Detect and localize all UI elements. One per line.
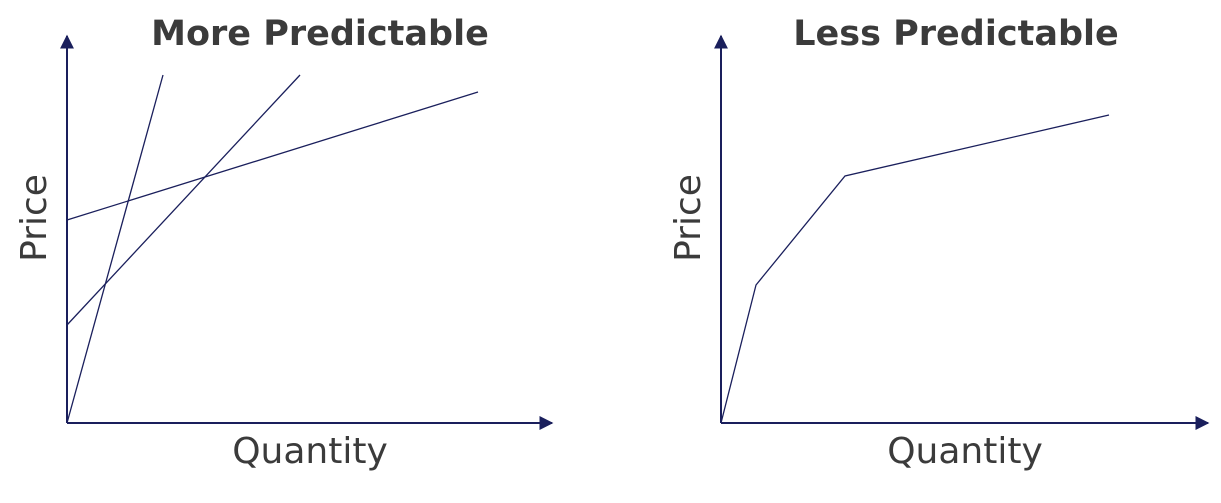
x-axis-label: Quantity [887,431,1043,472]
kinked-curve [720,114,1110,424]
panel-title: More Predictable [151,14,489,54]
y-axis-label: Price [668,174,709,262]
y-axis-label: Price [14,174,55,262]
panel-more-predictable: More Predictable Price Quantity [14,14,554,472]
x-axis-label: Quantity [232,431,388,472]
steep-line [66,74,164,424]
panel-title: Less Predictable [793,14,1118,54]
panel-less-predictable: Less Predictable Price Quantity [668,14,1210,472]
medium-line [66,74,301,326]
flat-line [66,91,479,221]
